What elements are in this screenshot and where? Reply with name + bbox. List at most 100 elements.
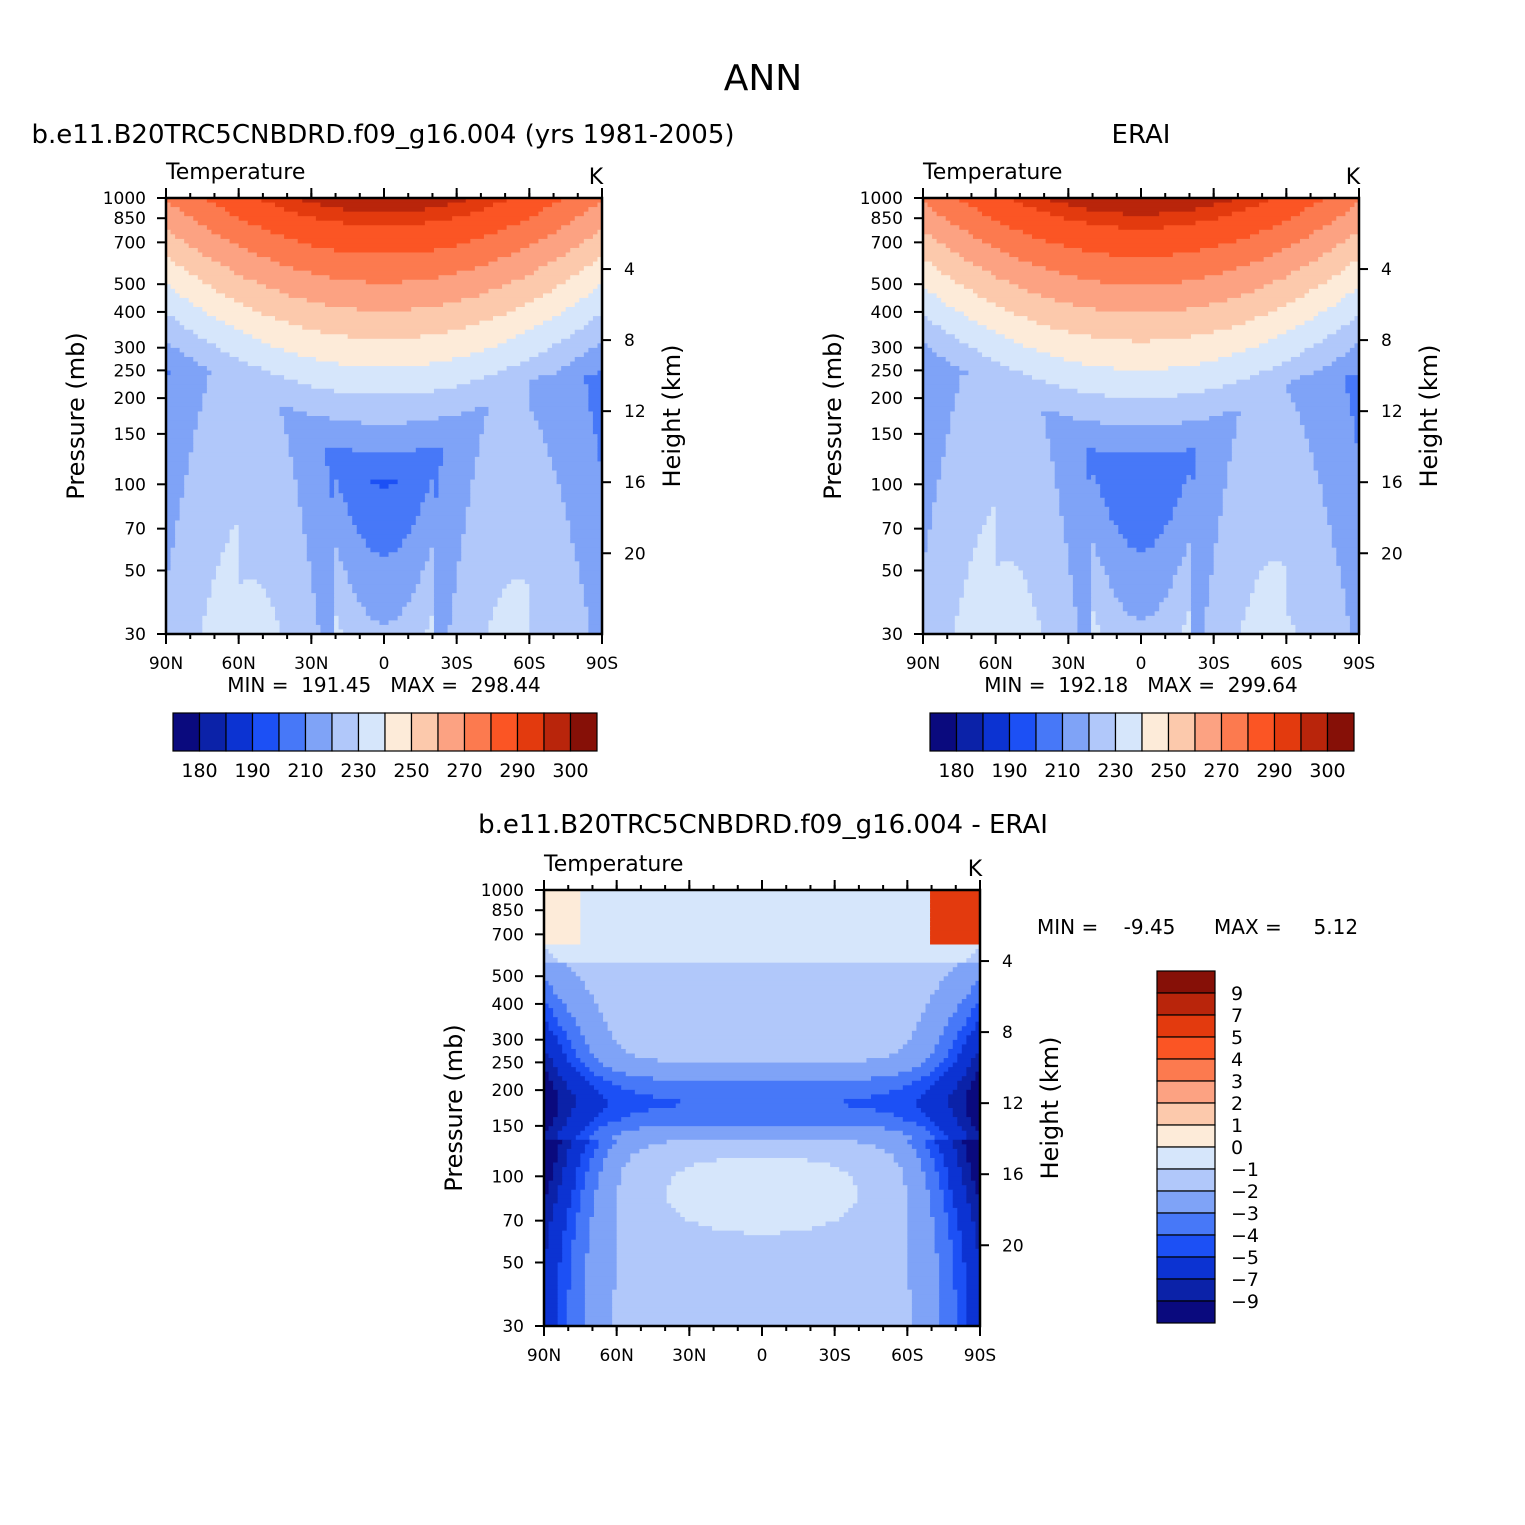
contour-cell [986,297,1056,304]
contour-cell [570,520,603,526]
contour-cell [465,525,571,531]
contour-cell [544,1130,559,1136]
contour-cell [1109,515,1174,522]
contour-cell [452,597,499,603]
contour-cell [1227,484,1324,490]
erai-panel: ERAI Temperature K Pressure (mb) Height … [819,120,1443,782]
contour-cell [238,574,312,581]
contour-cell [229,538,240,544]
contour-cell [553,1008,568,1014]
contour-cell [552,465,603,472]
contour-cell [206,366,262,372]
colorbar-box [1194,712,1223,752]
contour-cell [571,1194,581,1200]
contour-cell [553,1058,568,1064]
contour-cell [306,552,335,558]
contour-cell [284,375,485,381]
contour-cell [939,1276,954,1282]
contour-cell [238,543,308,549]
contour-cell [438,475,476,481]
contour-cell [544,1167,554,1173]
contour-cell [950,416,1047,422]
contour-cell [943,1189,954,1195]
contour-cell [571,1108,604,1114]
contour-cell [497,370,558,376]
contour-cell [925,1180,940,1186]
contour-cell [923,261,933,267]
colorbar-label: −7 [1231,1269,1259,1291]
contour-cell [580,1058,600,1064]
contour-cell [930,1130,945,1136]
contour-cell [406,420,485,426]
contour-cell [166,420,199,426]
contour-cell [1331,247,1360,254]
contour-cell [483,347,549,354]
contour-cell [229,534,240,540]
contour-cell [583,266,603,272]
contour-cell [966,1157,981,1164]
contour-cell [875,1108,922,1114]
contour-cell [557,1017,577,1023]
contour-cell [1022,202,1069,208]
contour-cell [584,1276,618,1282]
contour-cell [1286,593,1346,599]
contour-cell [1190,624,1206,631]
contour-cell [438,275,526,281]
contour-cell [950,411,1042,417]
contour-cell [225,543,240,549]
contour-cell [1068,547,1092,553]
contour-cell [511,579,526,585]
contour-cell [234,270,312,276]
pressure-tick-label: 500 [114,275,146,295]
contour-cell [1290,620,1351,626]
contour-cell [920,1012,954,1018]
contour-cell [1313,343,1356,349]
contour-cell [939,1126,963,1132]
contour-cell [566,1080,591,1086]
contour-cell [206,611,276,617]
contour-cell [166,366,208,372]
contour-cell [961,1257,981,1264]
contour-cell [215,343,272,349]
contour-cell [562,999,595,1005]
contour-cell [370,479,399,485]
contour-cell [1349,629,1360,635]
contour-cell [474,406,490,413]
contour-cell [1190,556,1215,562]
contour-cell [1218,243,1292,249]
contour-cell [991,511,997,517]
contour-cell [975,1239,981,1245]
contour-cell [589,1157,604,1164]
contour-cell [970,1176,981,1182]
contour-cell [852,1176,904,1182]
latitude-tick-label: 0 [757,1346,768,1366]
contour-cell [524,302,576,308]
contour-cell [1095,543,1128,549]
contour-cell [206,198,262,204]
contour-cell [1309,261,1351,267]
contour-cell [166,343,172,349]
contour-cell [470,488,562,494]
contour-cell [948,1067,967,1073]
contour-cell [583,593,603,599]
contour-cell [639,1148,886,1155]
contour-cell [1136,615,1147,621]
pressure-tick-label: 70 [124,520,146,540]
contour-cell [175,534,231,540]
contour-cell [402,538,462,544]
contour-cell [179,320,226,326]
contour-cell [1127,538,1156,544]
contour-cell [939,1266,954,1273]
contour-cell [571,1244,591,1250]
contour-cell [970,985,981,991]
contour-cell [1195,465,1228,472]
contour-cell [533,325,585,331]
contour-cell [902,1180,927,1186]
contour-cell [557,1294,568,1300]
contour-cell [943,1194,954,1200]
contour-cell [343,207,426,213]
contour-cell [945,443,1051,449]
colorbar-box [1156,1124,1216,1148]
contour-cell [597,202,603,208]
contour-cell [511,252,567,258]
